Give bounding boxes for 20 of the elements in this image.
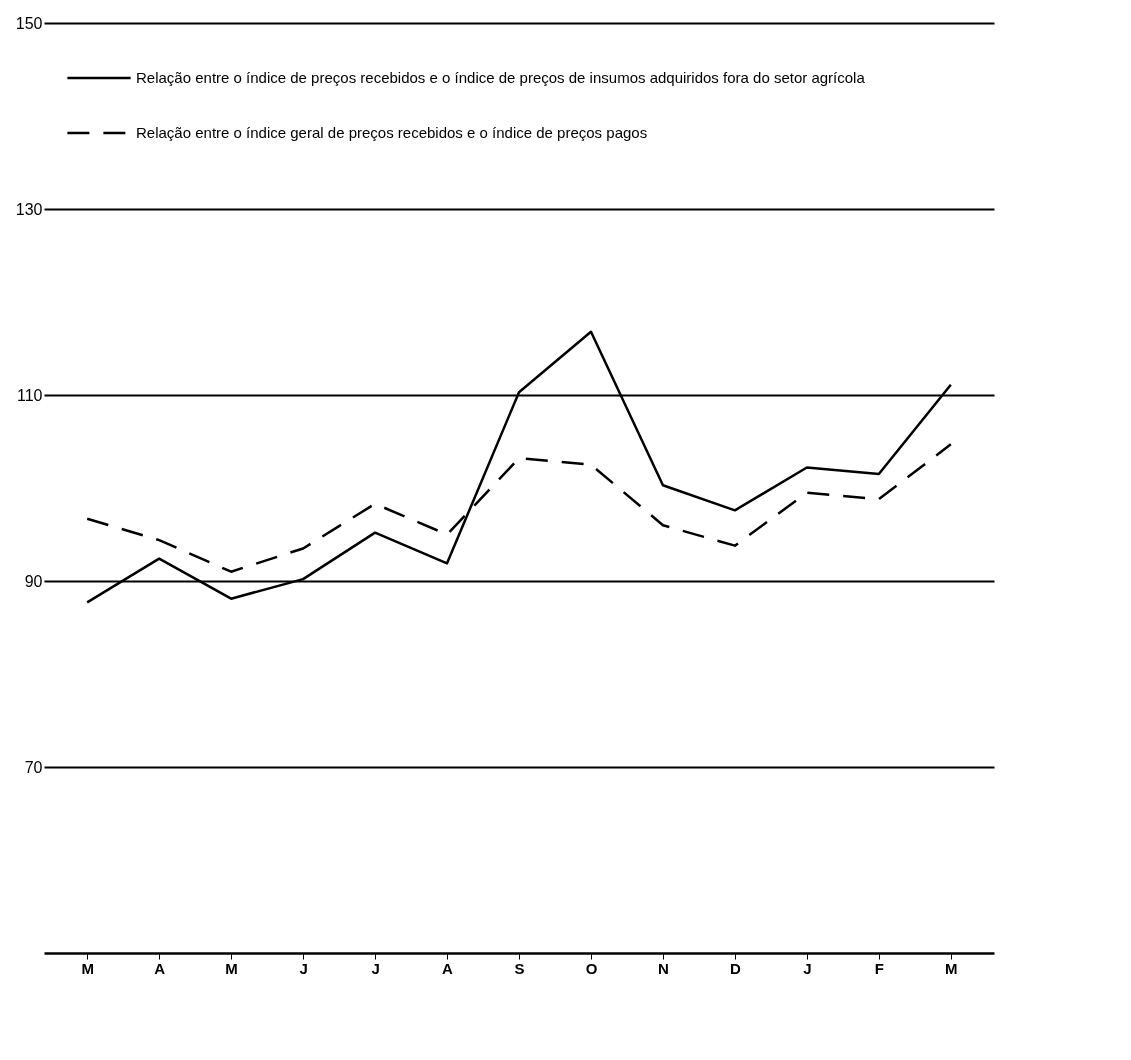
x-tick-label: A [442,959,454,977]
x-tick-label: M [945,959,958,977]
x-tick-label: J [803,959,812,977]
x-tick-label: M [225,959,238,977]
x-tick-label: F [874,959,884,977]
y-tick-label: 130 [15,200,43,218]
x-tick-label: M [81,959,94,977]
legend-label: Relação entre o índice de preços recebidos e o índice de preços de insumos adquiridos fora do setor agrícola [136,69,866,86]
y-tick-label: 110 [16,386,43,404]
y-tick-label: 90 [24,572,43,590]
x-tick-label: J [299,959,308,977]
x-tick-label: D [729,959,741,977]
x-tick-label: A [154,959,166,977]
y-tick-label: 150 [15,14,43,32]
x-tick-label: O [585,959,598,977]
x-tick-label: N [658,959,669,977]
y-tick-label: 70 [24,758,43,776]
x-tick-label: J [371,959,380,977]
x-tick-label: S [514,959,525,977]
legend-label: Relação entre o índice geral de preços recebidos e o índice de preços pagos [136,124,648,141]
